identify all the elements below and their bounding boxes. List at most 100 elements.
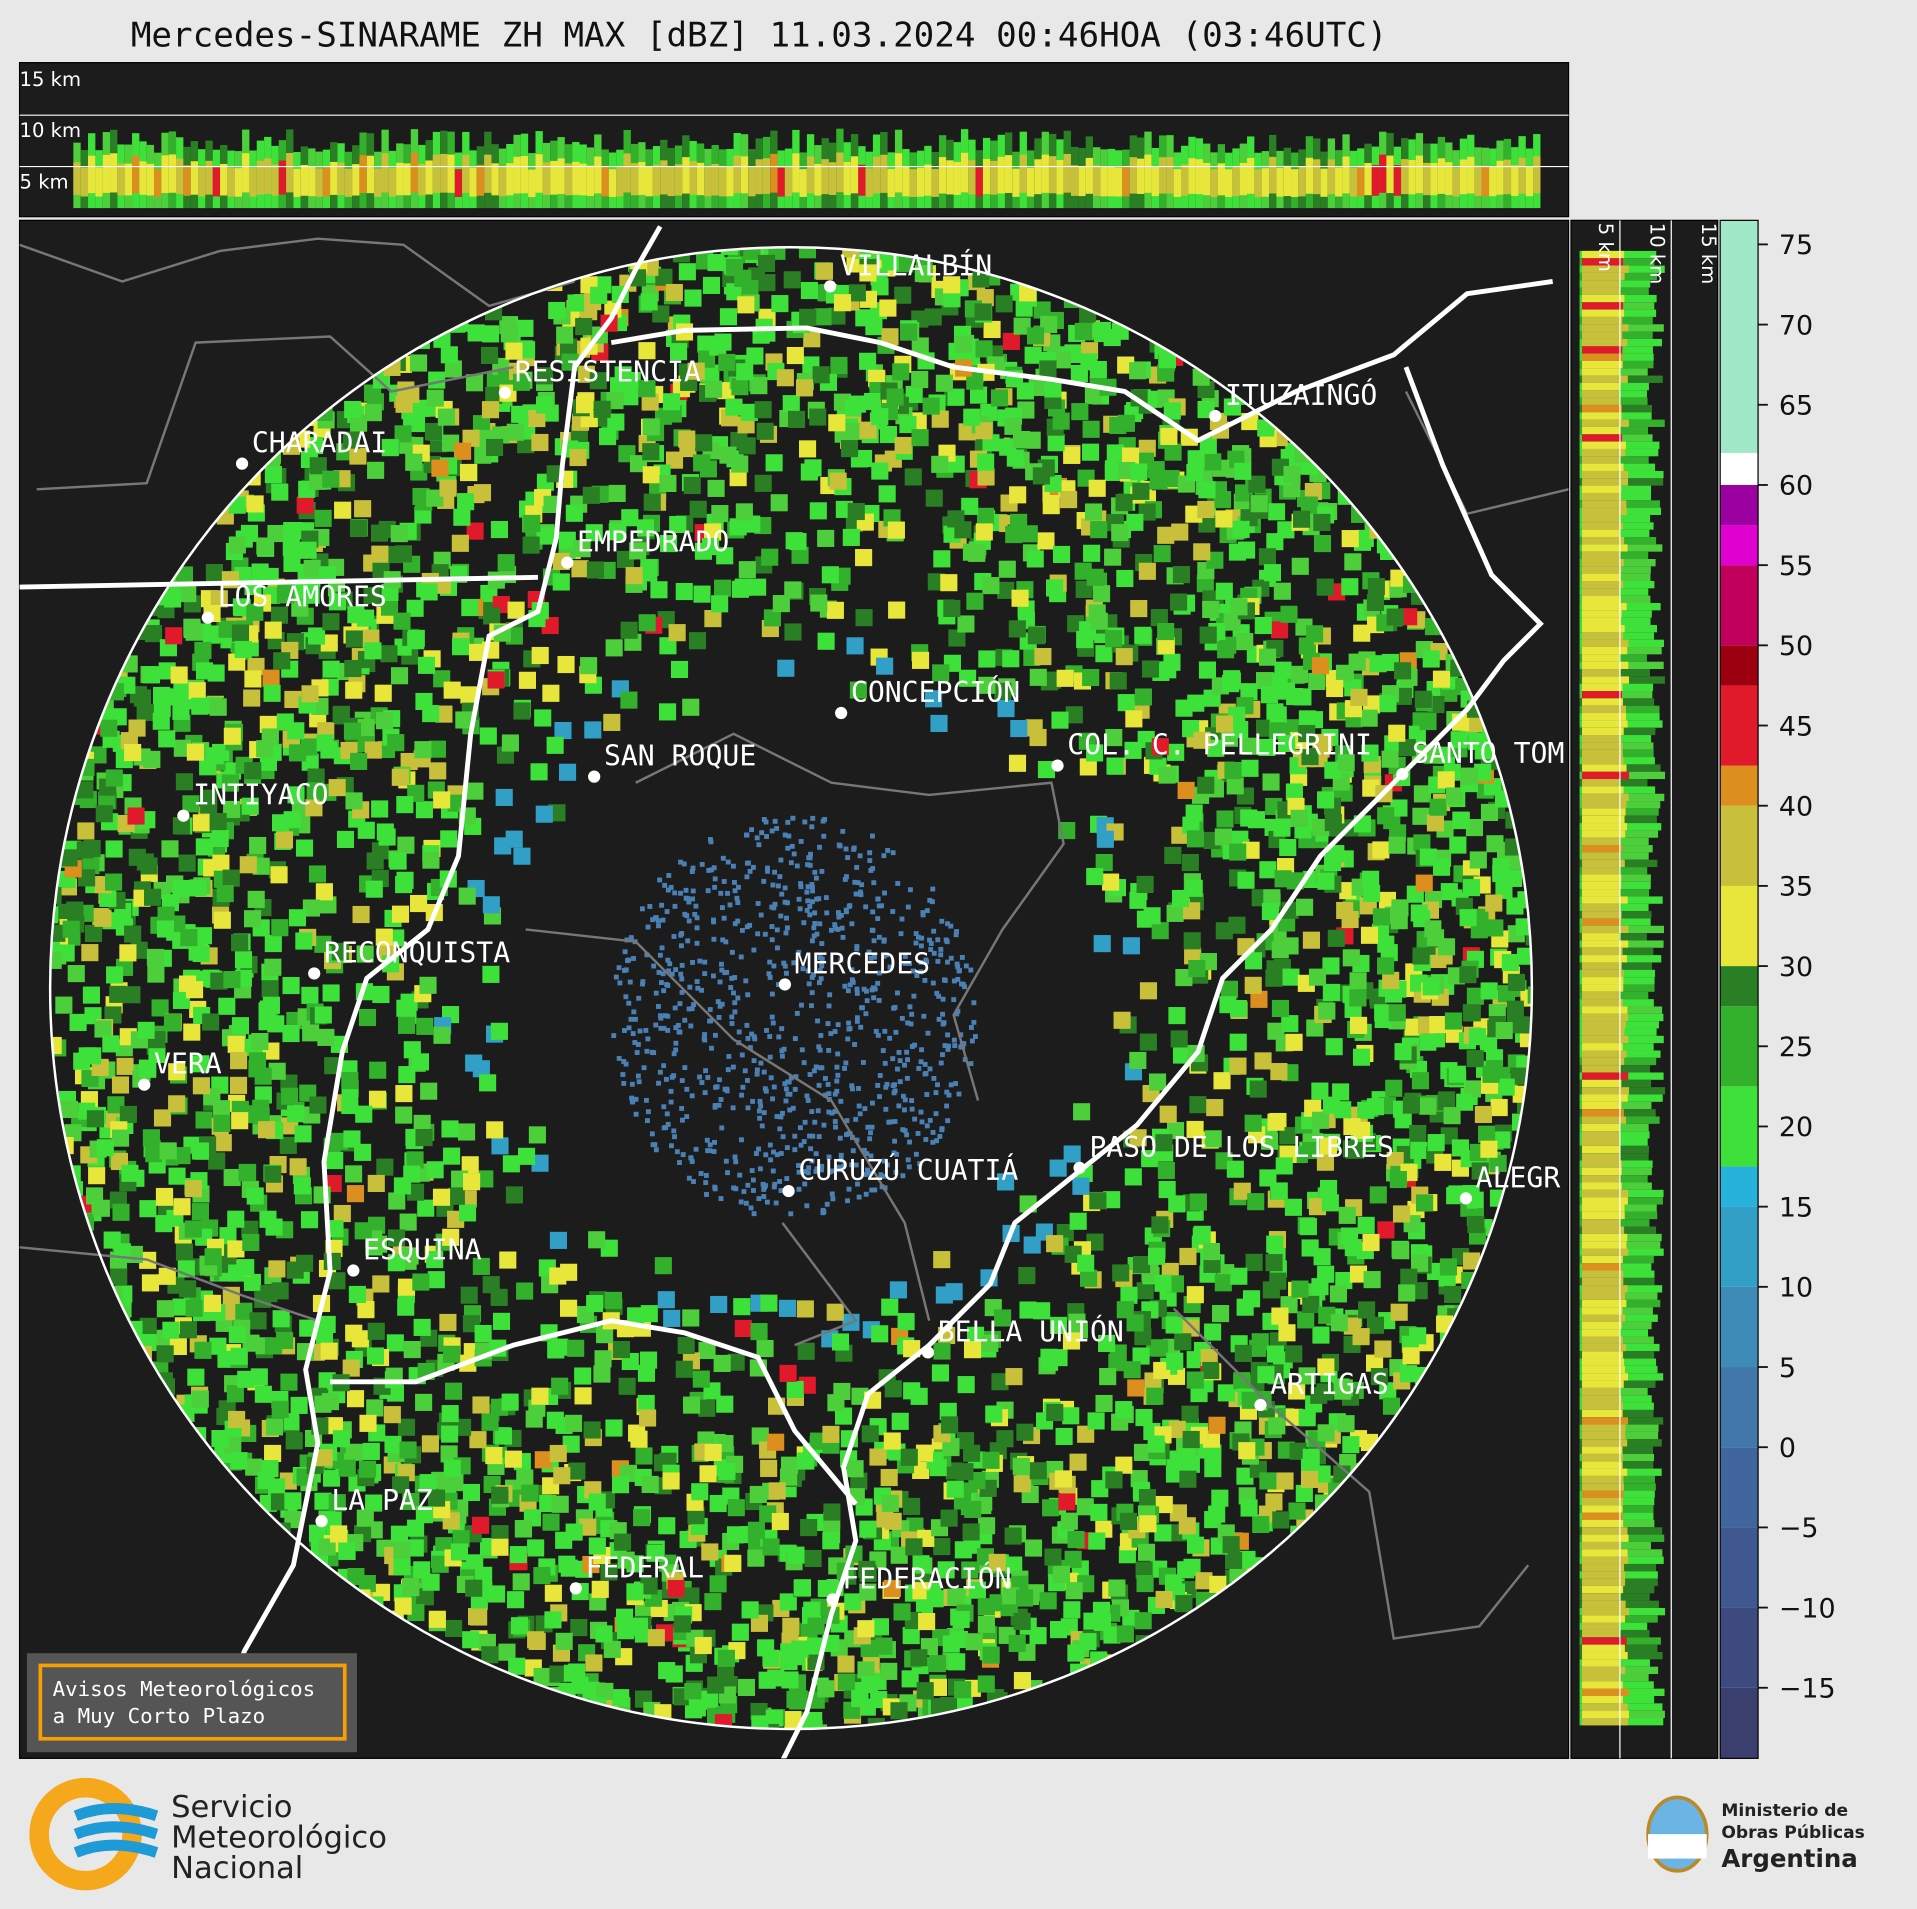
echo-cell <box>343 1130 361 1148</box>
echo-cell <box>1415 874 1433 892</box>
clutter-cell <box>814 931 820 937</box>
echo-cell <box>1296 898 1314 916</box>
echo-cell <box>1342 949 1360 967</box>
clutter-cell <box>951 997 957 1003</box>
clutter-cell <box>691 1179 696 1184</box>
profile-col <box>513 156 521 194</box>
echo-cell <box>433 791 451 809</box>
profile-col <box>1298 167 1306 197</box>
clutter-cell <box>863 904 869 910</box>
clutter-cell <box>770 1096 775 1102</box>
echo-cell <box>823 1503 841 1521</box>
echo-cell <box>315 1326 334 1344</box>
echo-cell <box>1126 513 1144 531</box>
echo-cell <box>1462 1004 1480 1022</box>
echo-cell <box>137 1021 155 1039</box>
profile-col <box>1276 168 1284 197</box>
echo-cell <box>1474 1105 1492 1124</box>
echo-cell <box>1390 912 1408 930</box>
echo-cell <box>1229 1033 1247 1051</box>
clutter-cell <box>812 869 818 875</box>
echo-cell <box>1341 910 1359 929</box>
echo-cell <box>1093 935 1111 953</box>
clutter-cell <box>758 1103 764 1109</box>
profile-col <box>1349 168 1358 197</box>
profile-col <box>836 152 844 193</box>
echo-cell <box>486 1121 504 1139</box>
echo-cell <box>81 944 99 962</box>
echo-cell <box>662 393 681 411</box>
echo-cell <box>322 984 340 1002</box>
echo-cell <box>994 682 1012 700</box>
clutter-cell <box>740 1084 746 1090</box>
clutter-cell <box>756 1146 761 1152</box>
profile-col <box>1393 165 1402 196</box>
echo-cell <box>1440 883 1458 901</box>
echo-cell <box>380 645 398 663</box>
echo-cell <box>192 814 210 832</box>
echo-cell <box>1394 1043 1412 1061</box>
echo-cell <box>1187 694 1205 712</box>
echo-cell <box>863 392 882 411</box>
echo-cell <box>1116 569 1134 588</box>
echo-cell <box>471 1516 490 1534</box>
echo-cell <box>855 609 873 627</box>
echo-cell <box>422 1573 440 1591</box>
echo-cell <box>1306 625 1324 643</box>
echo-cell <box>1115 494 1133 512</box>
echo-cell <box>688 632 707 650</box>
clutter-cell <box>892 1119 898 1124</box>
echo-cell <box>320 1342 338 1360</box>
echo-cell <box>1271 621 1289 639</box>
echo-cell <box>1485 894 1503 912</box>
clutter-cell <box>927 1066 933 1072</box>
echo-cell <box>734 1319 752 1338</box>
echo-cell <box>1139 1033 1157 1051</box>
echo-cell <box>314 1006 332 1024</box>
clutter-cell <box>833 1124 838 1130</box>
echo-cell <box>1157 1161 1175 1180</box>
echo-cell <box>630 1617 648 1635</box>
echo-cell <box>1136 1282 1154 1300</box>
echo-cell <box>185 1299 203 1317</box>
echo-cell <box>771 1512 789 1531</box>
echo-cell <box>1004 1527 1022 1545</box>
echo-cell <box>603 713 621 731</box>
clutter-cell <box>828 1031 834 1037</box>
echo-cell <box>618 1377 636 1395</box>
clutter-cell <box>808 1146 814 1152</box>
clutter-cell <box>951 1037 957 1043</box>
clutter-cell <box>779 1048 785 1054</box>
echo-cell <box>366 1399 384 1417</box>
echo-cell <box>1125 710 1143 728</box>
echo-cell <box>82 986 100 1004</box>
echo-cell <box>156 1345 174 1363</box>
echo-cell <box>1382 1397 1401 1415</box>
echo-cell <box>982 1451 1000 1469</box>
echo-cell <box>397 1418 416 1436</box>
profile-col <box>1445 162 1453 195</box>
echo-cell <box>362 1442 380 1460</box>
profile-col <box>1525 166 1534 197</box>
echo-cell <box>812 366 830 384</box>
echo-cell <box>476 1170 494 1188</box>
echo-cell <box>760 1294 778 1312</box>
echo-cell <box>1216 810 1234 828</box>
profile-col <box>352 164 360 196</box>
echo-cell <box>890 1546 908 1564</box>
echo-cell <box>370 524 389 542</box>
profile-col <box>968 160 976 195</box>
echo-cell <box>234 951 253 969</box>
echo-cell <box>954 521 972 539</box>
echo-cell <box>1330 1314 1348 1332</box>
echo-cell <box>314 1395 332 1413</box>
echo-cell <box>308 865 327 883</box>
echo-cell <box>1002 650 1020 668</box>
echo-cell <box>789 532 807 551</box>
echo-cell <box>1138 562 1156 580</box>
profile-col <box>161 155 169 194</box>
echo-cell <box>771 295 789 313</box>
echo-cell <box>357 1301 375 1319</box>
echo-cell <box>904 468 922 486</box>
echo-cell <box>869 1448 887 1466</box>
